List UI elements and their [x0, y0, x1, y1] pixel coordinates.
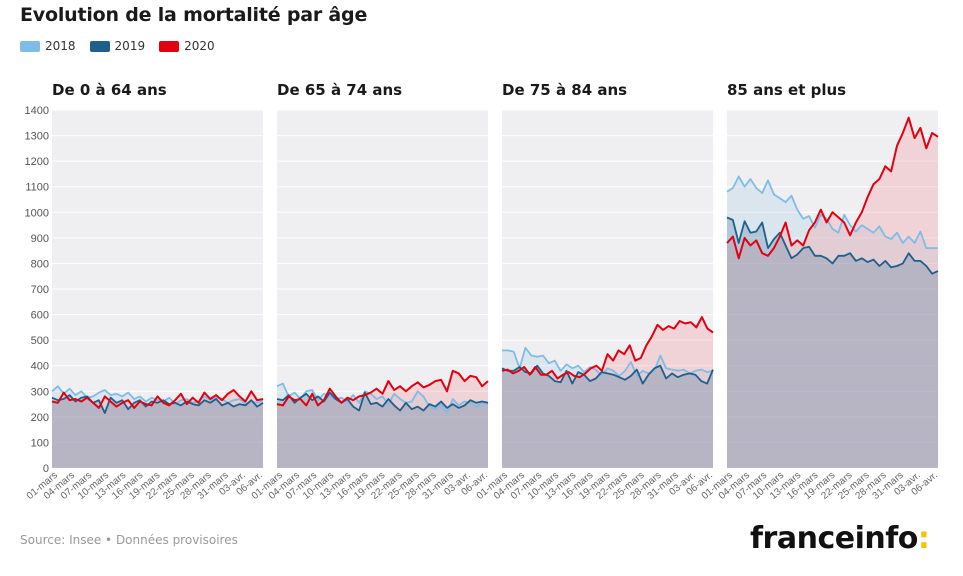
legend-swatch-2018: [20, 40, 40, 52]
legend-swatch-2020: [159, 40, 180, 52]
line-2019: [51, 394, 264, 414]
panel-title: 85 ans et plus: [727, 81, 846, 99]
y-tick-label: 400: [31, 361, 49, 373]
panel-1: De 0 à 64 ans01-mars04-mars07-mars10-mar…: [25, 81, 265, 502]
source-note: Source: Insee • Données provisoires: [20, 533, 238, 547]
y-tick-label: 1300: [25, 131, 49, 143]
legend-item-2020: 2020: [159, 39, 215, 53]
y-tick-label: 1000: [25, 207, 49, 219]
area-2019: [277, 392, 488, 468]
line-2020: [726, 116, 939, 260]
line-2018: [502, 346, 714, 377]
line-2018: [726, 175, 938, 250]
line-2018: [276, 382, 489, 414]
y-tick-label: 0: [43, 463, 49, 475]
panel-title: De 75 à 84 ans: [502, 81, 627, 99]
y-tick-label: 100: [31, 437, 49, 449]
legend-label-2018: 2018: [45, 39, 76, 53]
panel-4: 85 ans et plus01-mars04-mars07-mars10-ma…: [700, 81, 940, 502]
y-tick-label: 1400: [25, 105, 49, 117]
legend-label-2020: 2020: [184, 39, 215, 53]
y-tick-label: 700: [31, 284, 49, 296]
line-2019: [501, 364, 714, 385]
area-2020: [727, 117, 938, 468]
y-tick-label: 200: [31, 412, 49, 424]
y-tick-label: 800: [31, 258, 49, 270]
y-tick-label: 1200: [25, 156, 49, 168]
legend-item-2019: 2019: [89, 39, 146, 53]
line-2020: [501, 316, 714, 380]
y-tick-label: 300: [31, 386, 49, 398]
line-2019: [276, 391, 489, 412]
panel-title: De 0 à 64 ans: [52, 81, 167, 99]
area-2018: [52, 386, 263, 468]
legend-item-2018: 2018: [20, 39, 76, 53]
brand-colon: :: [917, 521, 930, 556]
y-tick-label: 600: [31, 310, 49, 322]
franceinfo-logo: franceinfo:: [750, 521, 930, 556]
panel-2: De 65 à 74 ans01-mars04-mars07-mars10-ma…: [250, 81, 490, 502]
panel-3: De 75 à 84 ans01-mars04-mars07-mars10-ma…: [475, 81, 715, 502]
area-2018: [727, 176, 938, 468]
area-2018: [277, 383, 488, 468]
area-2018: [502, 347, 713, 468]
line-2019: [726, 216, 939, 275]
panel-title: De 65 à 74 ans: [277, 81, 402, 99]
chart-title: Evolution de la mortalité par âge: [20, 4, 368, 26]
area-2019: [727, 217, 938, 468]
legend-label-2019: 2019: [114, 39, 146, 53]
y-tick-label: 1100: [25, 182, 49, 194]
area-2020: [277, 370, 488, 468]
area-2019: [502, 365, 713, 468]
area-2020: [52, 390, 263, 468]
line-2020: [51, 389, 264, 409]
legend: 2018 2019 2020: [20, 39, 215, 53]
legend-swatch-2019: [89, 40, 110, 52]
brand-text: franceinfo: [750, 521, 918, 556]
line-2020: [276, 369, 489, 407]
y-tick-label: 500: [31, 335, 49, 347]
y-tick-label: 900: [31, 233, 49, 245]
